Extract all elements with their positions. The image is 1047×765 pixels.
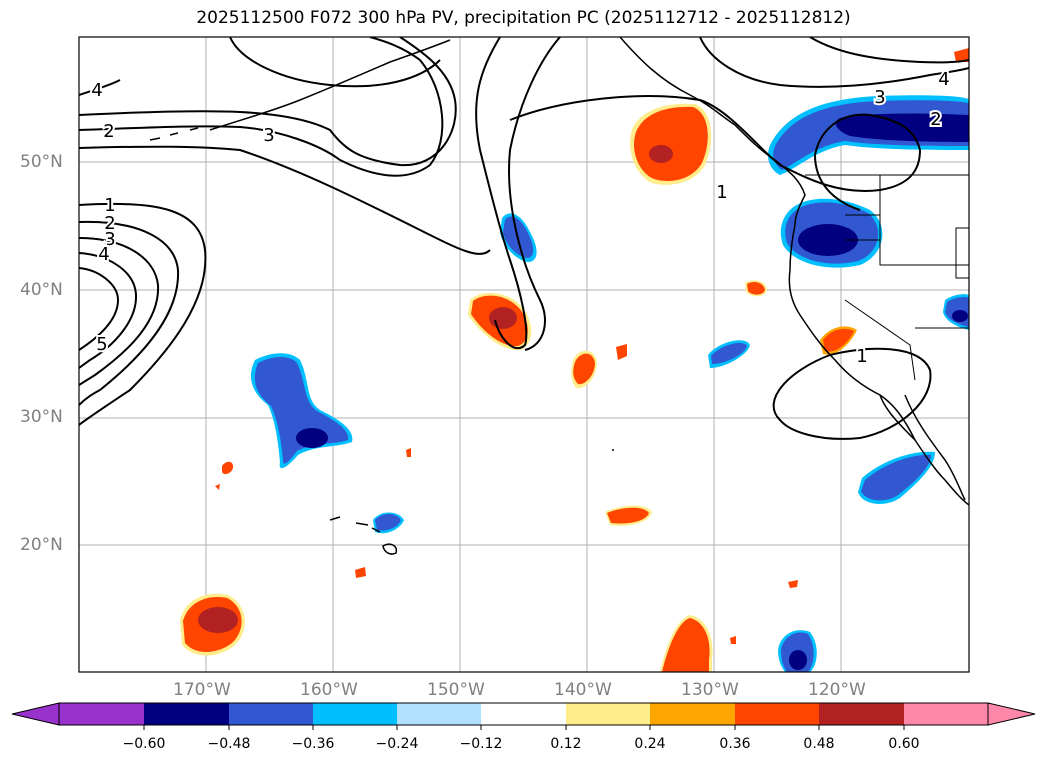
contour-labels: 4 2 3 1 2 3 4 5 1 3 2 4 1 [89,67,951,369]
borders [805,174,969,381]
lon-label-120w: 120°W [808,680,866,700]
colorbar-tick: 0.48 [803,736,835,752]
contour-label: 2 [103,121,114,142]
lat-label-50n: 50°N [20,152,63,172]
contour-label: 1 [716,182,727,203]
colorbar-tick: 0.12 [550,736,582,752]
lon-label-140w: 140°W [554,680,612,700]
lat-label-30n: 30°N [20,407,63,427]
colorbar-tick: −0.12 [459,736,503,752]
colorbar-tick: −0.36 [291,736,335,752]
contour-label: 3 [104,229,115,250]
contour-label: 1 [856,346,867,367]
colorbar-tick: 0.36 [719,736,751,752]
lon-label-150w: 150°W [427,680,485,700]
contour-label: 3 [874,87,885,108]
lon-label-130w: 130°W [681,680,739,700]
lat-label-40n: 40°N [20,280,63,300]
colorbar [11,702,1036,730]
colorbar-tick: −0.60 [122,736,166,752]
lat-label-20n: 20°N [20,535,63,555]
lon-label-160w: 160°W [300,680,358,700]
colorbar-tick: −0.48 [207,736,251,752]
contour-label: 3 [263,125,274,146]
lon-label-170w: 170°W [173,680,231,700]
colorbar-tick: 0.60 [888,736,920,752]
contour-label: 2 [930,109,941,130]
pv-contours [79,37,969,440]
contour-label: 1 [104,195,115,216]
colorbar-tick: 0.24 [634,736,666,752]
map-frame [78,36,970,673]
precip-anomaly-areas [180,48,969,672]
contour-label: 2 [104,213,115,234]
map-title: 2025112500 F072 300 hPa PV, precipitatio… [196,8,851,28]
contour-label: 5 [96,334,107,355]
contour-label: 4 [938,69,949,90]
colorbar-tick: −0.24 [375,736,419,752]
contour-label: 4 [91,80,102,101]
contour-label: 4 [98,244,109,265]
